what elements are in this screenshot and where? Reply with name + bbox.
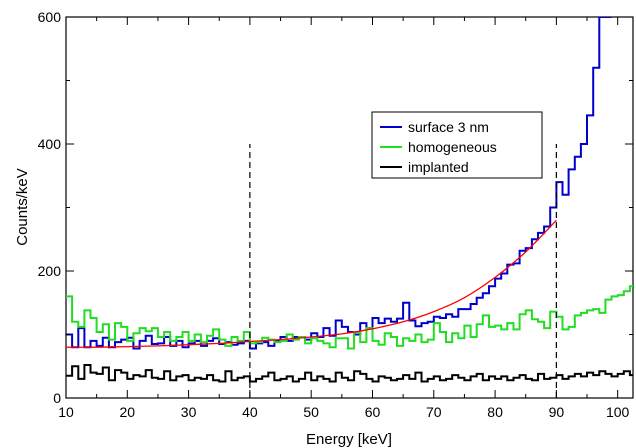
x-tick-label: 80 xyxy=(487,404,503,420)
plot-area xyxy=(65,16,634,399)
y-tick-label: 600 xyxy=(38,9,62,25)
y-tick-label: 200 xyxy=(38,263,62,279)
y-axis-title: Counts/keV xyxy=(14,168,31,246)
tick-layer: 10 20 30 40 50 60 70 80 90 100 0 200 400 600 xyxy=(38,9,633,420)
x-tick-label: 30 xyxy=(181,404,197,420)
legend-label-homogeneous: homogeneous xyxy=(408,139,497,155)
series-implanted xyxy=(66,364,633,383)
x-tick-label: 60 xyxy=(365,404,381,420)
legend-label-implanted: implanted xyxy=(408,159,469,175)
series-layer xyxy=(66,17,633,383)
legend: surface 3 nm homogeneous implanted xyxy=(371,111,543,179)
series-homogeneous xyxy=(66,285,633,350)
x-tick-label: 20 xyxy=(120,404,136,420)
annotation-layer xyxy=(249,144,557,398)
x-tick-label: 90 xyxy=(549,404,565,420)
y-tick-label: 400 xyxy=(38,136,62,152)
series-surface-3-nm xyxy=(66,17,612,350)
y-tick-label: 0 xyxy=(53,390,61,406)
series-fit-curve xyxy=(66,219,557,348)
legend-label-surface: surface 3 nm xyxy=(408,119,489,135)
x-tick-label: 100 xyxy=(606,404,630,420)
x-tick-label: 10 xyxy=(58,404,74,420)
x-axis-title: Energy [keV] xyxy=(306,431,392,448)
x-tick-label: 40 xyxy=(242,404,258,420)
x-tick-label: 50 xyxy=(303,404,319,420)
x-tick-label: 70 xyxy=(426,404,442,420)
